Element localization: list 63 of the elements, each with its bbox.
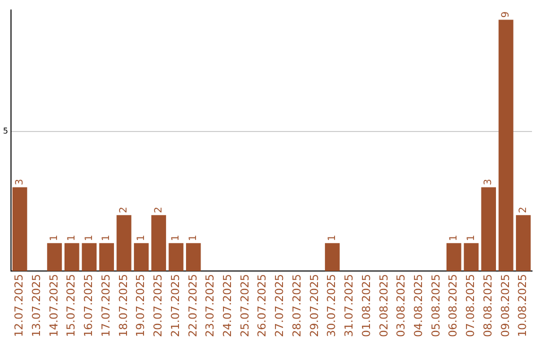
bar [12,187,28,272]
bar [47,243,62,272]
data-label: 3 [483,178,494,186]
x-tick-label: 13.07.2025 [30,274,43,338]
bar [446,243,462,272]
x-tick-label: 10.08.2025 [516,274,530,338]
data-label: 9 [500,11,512,18]
x-tick-label: 06.08.2025 [446,274,460,338]
data-label: 1 [136,234,147,242]
x-tick-label: 20.07.2025 [152,274,165,338]
x-tick-label: 18.07.2025 [116,274,130,338]
bar [324,243,340,272]
bar [99,243,114,272]
bar [64,243,80,272]
data-label: 1 [49,234,60,242]
data-label: 1 [188,234,199,242]
bar [464,243,479,272]
x-tick-label: 19.07.2025 [134,274,148,338]
bar [186,243,201,272]
data-label: 2 [118,206,130,214]
x-tick-label: 29.07.2025 [308,274,321,338]
x-tick-label: 27.07.2025 [273,274,286,338]
data-label: 1 [66,234,78,242]
bar [151,215,166,272]
bar [516,215,531,272]
data-label: 1 [326,234,338,242]
x-tick-label: 14.07.2025 [47,274,60,338]
x-tick-label: 05.08.2025 [429,274,442,338]
x-tick-label: 24.07.2025 [220,274,234,338]
data-label: 1 [466,234,477,242]
data-label: 1 [101,234,112,242]
x-tick-label: 15.07.2025 [64,274,78,338]
x-tick-label: 28.07.2025 [290,274,304,338]
x-tick-label: 02.08.2025 [377,274,390,338]
data-label: 2 [153,206,164,214]
data-label: 3 [14,178,26,186]
x-tick-label: 23.07.2025 [204,274,217,338]
x-tick-label: 31.07.2025 [342,274,356,338]
x-tick-label: 07.08.2025 [464,274,478,338]
bar [498,20,514,272]
x-tick-label: 17.07.2025 [99,274,112,338]
x-tick-label: 21.07.2025 [168,274,182,338]
data-label: 1 [448,234,460,242]
x-tick-label: 16.07.2025 [82,274,96,338]
x-tick-label: 30.07.2025 [325,274,338,338]
x-tick-label: 25.07.2025 [238,274,252,338]
bar [82,243,97,272]
data-label: 1 [84,234,95,242]
bar [168,243,184,272]
data-label: 1 [170,234,182,242]
x-tick-label: 04.08.2025 [412,274,425,338]
data-label: 2 [518,206,529,214]
x-tick-label: 08.08.2025 [481,274,494,338]
x-tick-label: 09.08.2025 [498,274,512,338]
bar [481,187,496,272]
x-tick-label: 03.08.2025 [394,274,408,338]
x-tick-label: 01.08.2025 [360,274,373,338]
x-tick-label: 26.07.2025 [256,274,269,338]
bar [134,243,149,272]
y-tick-label: 5 [2,126,8,136]
bar [116,215,132,272]
x-tick-label: 22.07.2025 [186,274,200,338]
x-tick-label: 12.07.2025 [12,274,26,338]
